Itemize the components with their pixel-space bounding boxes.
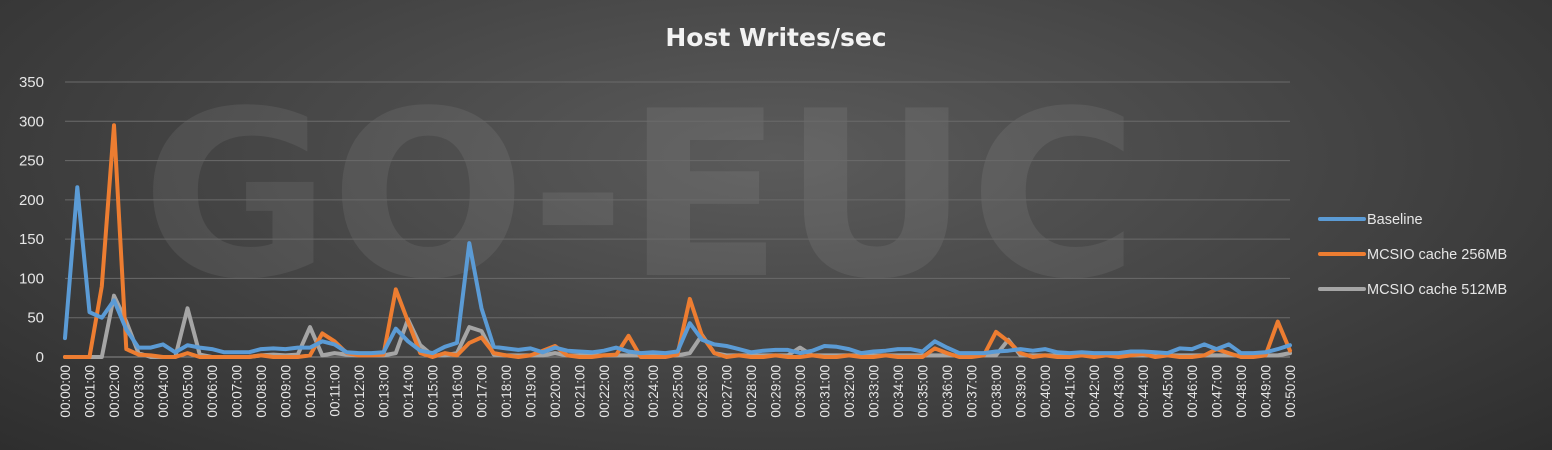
legend-label: Baseline	[1367, 212, 1423, 228]
x-tick-label: 00:16:00	[450, 365, 465, 418]
x-tick-label: 00:24:00	[646, 365, 661, 418]
x-tick-label: 00:50:00	[1283, 365, 1298, 418]
x-tick-label: 00:40:00	[1038, 365, 1053, 418]
chart-title: Host Writes/sec	[665, 23, 886, 52]
series-line-baseline	[63, 185, 1292, 356]
x-axis: 00:00:00 00:01:00 00:02:00 00:03:00 00:04:00…	[58, 365, 1298, 418]
x-tick-label: 00:18:00	[499, 365, 514, 418]
x-tick-label: 00:06:00	[205, 365, 220, 418]
x-tick-label: 00:01:00	[83, 365, 98, 418]
x-tick-label: 00:42:00	[1087, 365, 1102, 418]
x-tick-label: 00:11:00	[328, 365, 343, 417]
y-tick-label: 350	[19, 74, 44, 91]
x-tick-label: 00:43:00	[1112, 365, 1127, 418]
watermark-text: GO-EUC	[142, 63, 1139, 330]
y-tick-label: 150	[19, 231, 44, 248]
x-tick-label: 00:44:00	[1136, 365, 1151, 418]
x-tick-label: 00:39:00	[1014, 365, 1029, 418]
x-tick-label: 00:28:00	[744, 365, 759, 418]
y-tick-label: 50	[27, 310, 44, 327]
x-tick-label: 00:12:00	[352, 365, 367, 418]
legend-label: MCSIO cache 256MB	[1367, 247, 1507, 263]
y-tick-label: 0	[36, 349, 44, 366]
x-tick-label: 00:20:00	[548, 365, 563, 418]
series-line-mcsio-cache-256mb	[63, 123, 1292, 359]
x-tick-label: 00:13:00	[377, 365, 392, 418]
x-tick-label: 00:22:00	[597, 365, 612, 418]
x-tick-label: 00:07:00	[230, 365, 245, 418]
series-layer	[63, 123, 1292, 359]
x-tick-label: 00:27:00	[720, 365, 735, 418]
x-tick-label: 00:37:00	[965, 365, 980, 418]
x-tick-label: 00:29:00	[769, 365, 784, 418]
y-tick-label: 100	[19, 270, 44, 287]
x-tick-label: 00:21:00	[573, 365, 588, 418]
grid-layer	[65, 81, 1290, 358]
x-tick-label: 00:38:00	[989, 365, 1004, 418]
x-tick-label: 00:14:00	[401, 365, 416, 418]
legend-label: MCSIO cache 512MB	[1367, 282, 1507, 298]
x-tick-label: 00:02:00	[107, 365, 122, 418]
x-tick-label: 00:32:00	[842, 365, 857, 418]
x-tick-label: 00:47:00	[1210, 365, 1225, 418]
x-tick-label: 00:03:00	[132, 365, 147, 418]
y-tick-label: 200	[19, 192, 44, 209]
legend: Baseline MCSIO cache 256MB MCSIO cache 512…	[1318, 212, 1507, 298]
x-tick-label: 00:31:00	[818, 365, 833, 418]
x-tick-label: 00:36:00	[940, 365, 955, 418]
x-tick-label: 00:25:00	[671, 365, 686, 418]
x-tick-label: 00:04:00	[156, 365, 171, 418]
x-tick-label: 00:23:00	[622, 365, 637, 418]
x-tick-label: 00:48:00	[1234, 365, 1249, 418]
x-tick-label: 00:00:00	[58, 365, 73, 418]
y-axis: 0 50 100 150 200 250 300 350	[19, 74, 44, 366]
y-tick-label: 250	[19, 153, 44, 170]
x-tick-label: 00:30:00	[793, 365, 808, 418]
x-tick-label: 00:19:00	[524, 365, 539, 418]
x-tick-label: 00:49:00	[1259, 365, 1274, 418]
x-tick-label: 00:46:00	[1185, 365, 1200, 418]
x-tick-label: 00:05:00	[181, 365, 196, 418]
x-tick-label: 00:45:00	[1161, 365, 1176, 418]
y-tick-label: 300	[19, 113, 44, 130]
x-tick-label: 00:17:00	[475, 365, 490, 418]
x-tick-label: 00:08:00	[254, 365, 269, 418]
x-tick-label: 00:33:00	[867, 365, 882, 418]
x-tick-label: 00:26:00	[695, 365, 710, 418]
x-tick-label: 00:41:00	[1063, 365, 1078, 418]
x-tick-label: 00:15:00	[426, 365, 441, 418]
x-tick-label: 00:35:00	[916, 365, 931, 418]
x-tick-label: 00:10:00	[303, 365, 318, 418]
x-tick-label: 00:34:00	[891, 365, 906, 418]
x-tick-label: 00:09:00	[279, 365, 294, 418]
